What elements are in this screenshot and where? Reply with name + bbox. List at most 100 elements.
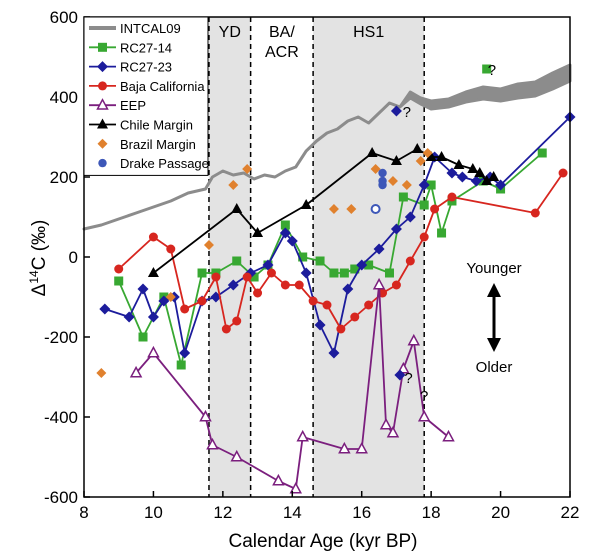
point-brazil-margin — [203, 240, 214, 250]
triangle-marker-icon — [231, 203, 243, 213]
legend-swatch-marker — [97, 61, 108, 73]
legend-label: Drake Passage — [120, 156, 209, 171]
circle-marker-icon — [280, 280, 290, 290]
triangle-open-marker-icon — [386, 425, 400, 438]
question-mark: ? — [488, 62, 496, 79]
diamond-marker-icon — [147, 311, 159, 323]
point-brazil-margin — [165, 292, 176, 302]
point-brazil-margin — [370, 164, 381, 174]
legend: INTCAL09 RC27-14 RC27-23 Baja California EEP… — [83, 16, 209, 176]
point-eep — [417, 409, 431, 422]
interval-label2-1: ACR — [265, 44, 299, 61]
legend-swatch-marker — [98, 158, 107, 168]
y-tick-label: -400 — [44, 408, 78, 427]
point-eep — [129, 365, 143, 378]
point-brazil-margin — [387, 176, 398, 186]
point-baja-california — [197, 296, 207, 306]
point-baja-california — [336, 324, 346, 334]
circle-open-marker-icon — [370, 204, 381, 214]
legend-entry-chile-margin: Chile Margin — [89, 118, 193, 133]
legend-label: Baja California — [120, 79, 205, 94]
interval-label-0: YD — [219, 24, 241, 41]
point-rc27-14 — [280, 220, 290, 230]
square-marker-icon — [249, 272, 259, 282]
point-rc27-14 — [437, 228, 447, 238]
diamond-marker-icon — [470, 175, 482, 187]
diamond-marker-icon — [203, 240, 214, 250]
legend-label: Brazil Margin — [120, 137, 196, 152]
point-rc27-23 — [470, 175, 482, 187]
circle-marker-icon — [447, 192, 457, 202]
circle-marker-icon — [350, 312, 360, 322]
circle-marker-icon — [197, 296, 207, 306]
y-tick-label: 600 — [50, 8, 78, 27]
point-chile-margin — [366, 147, 378, 157]
point-rc27-14 — [339, 268, 349, 278]
diamond-marker-icon — [262, 259, 274, 271]
point-brazil-margin — [242, 164, 253, 174]
question-mark: ? — [404, 370, 412, 387]
point-chile-margin — [252, 227, 264, 237]
point-rc27-14 — [398, 192, 408, 202]
legend-entry-drake-passage: Drake Passage — [98, 156, 209, 171]
diamond-marker-icon — [158, 295, 170, 307]
diamond-marker-icon — [279, 227, 291, 239]
point-rc27-23 — [279, 227, 291, 239]
circle-marker-icon — [166, 244, 176, 254]
triangle-marker-icon — [147, 267, 159, 277]
point-eep — [372, 277, 386, 290]
diamond-marker-icon — [415, 156, 426, 166]
circle-marker-icon — [242, 272, 252, 282]
point-baja-california — [322, 300, 332, 310]
point-rc27-23 — [227, 279, 239, 291]
square-marker-icon — [350, 264, 360, 274]
triangle-open-marker-icon — [147, 345, 160, 358]
circle-marker-icon — [232, 316, 242, 326]
point-rc27-14 — [232, 256, 242, 266]
point-eep — [289, 481, 303, 494]
point-chile-margin — [425, 151, 437, 161]
diamond-marker-icon — [422, 148, 433, 158]
point-brazil-margin — [96, 368, 107, 378]
point-chile-margin — [300, 199, 312, 209]
point-eep — [147, 345, 160, 358]
square-marker-icon — [232, 256, 242, 266]
point-rc27-23 — [286, 235, 298, 247]
point-rc27-23 — [300, 267, 312, 279]
legend-swatch-marker — [96, 98, 109, 110]
triangle-open-marker-icon — [199, 409, 212, 422]
point-rc27-14 — [426, 180, 436, 190]
y-tick-label: 200 — [50, 168, 78, 187]
diamond-marker-icon — [99, 303, 111, 315]
diamond-marker-icon — [286, 235, 298, 247]
square-marker-icon — [478, 176, 488, 186]
square-marker-icon — [298, 252, 308, 262]
diamond-marker-icon — [401, 180, 412, 190]
diamond-marker-icon — [228, 180, 239, 190]
triangle-marker-icon — [252, 227, 264, 237]
triangle-open-marker-icon — [206, 437, 219, 450]
point-eep — [199, 409, 212, 422]
x-tick-label: 12 — [213, 503, 232, 522]
diamond-marker-icon — [446, 167, 458, 179]
circle-marker-icon — [530, 208, 540, 218]
square-marker-icon — [537, 148, 547, 158]
diamond-marker-icon — [390, 105, 402, 117]
point-chile-margin — [453, 159, 465, 169]
x-tick-label: 22 — [561, 503, 580, 522]
series-eep — [129, 277, 455, 494]
point-rc27-23 — [342, 283, 354, 295]
point-brazil-margin — [328, 204, 339, 214]
x-tick-label: 14 — [283, 503, 302, 522]
square-marker-icon — [419, 200, 429, 210]
triangle-marker-icon — [390, 155, 402, 165]
diamond-marker-icon — [97, 138, 108, 149]
diamond-marker-icon — [300, 267, 312, 279]
circle-marker-icon — [98, 158, 107, 168]
square-marker-icon — [197, 268, 207, 278]
point-baja-california — [280, 280, 290, 290]
diamond-marker-icon — [165, 292, 176, 302]
point-brazil-margin — [422, 148, 433, 158]
circle-marker-icon — [378, 168, 387, 178]
